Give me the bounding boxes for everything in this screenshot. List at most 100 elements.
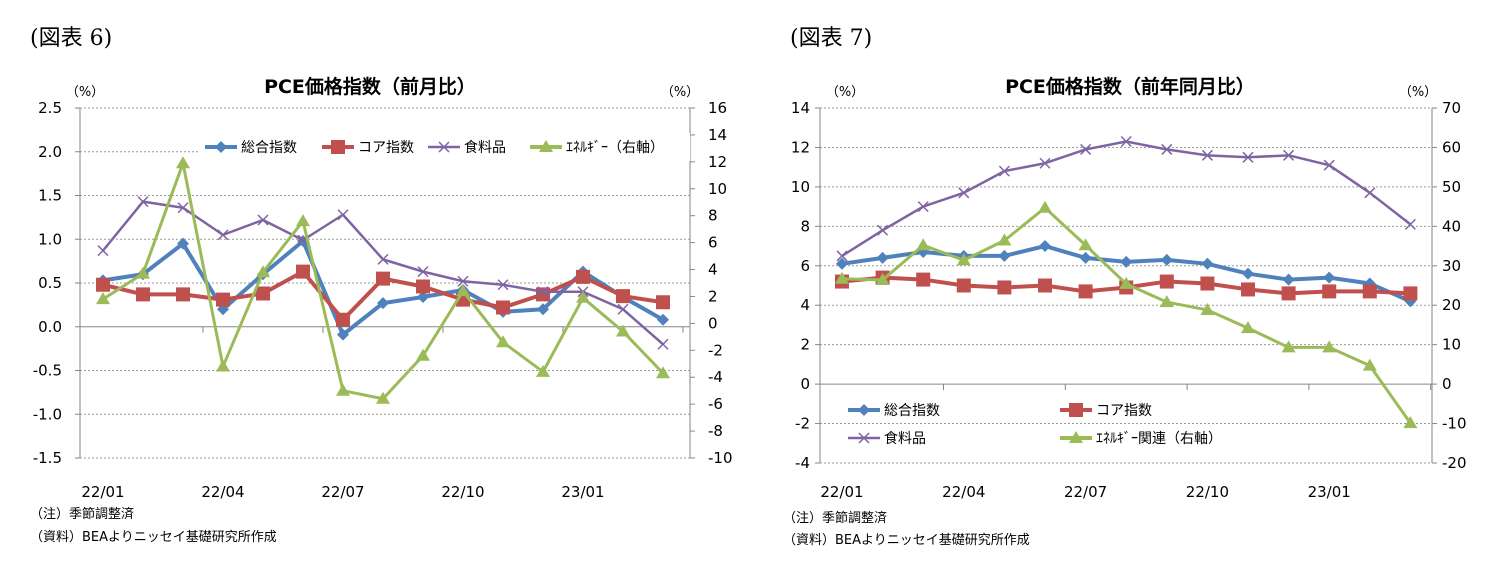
legend-label: 総合指数 <box>241 140 297 156</box>
legend-item-total: 総合指数 <box>848 403 940 419</box>
left-tick-label: -0.5 <box>33 362 62 380</box>
legend-label: 食料品 <box>464 139 506 156</box>
left-tick-label: 2.0 <box>38 143 62 161</box>
right-tick-label: -10 <box>1442 415 1467 433</box>
data-point <box>457 275 469 287</box>
right-tick-label: 0 <box>708 314 718 332</box>
legend-marker-icon <box>438 141 450 153</box>
legend-item-energy: ｴﾈﾙｷﾞｰ（右軸） <box>530 140 664 156</box>
data-point <box>136 287 150 302</box>
left-tick-label: 2.5 <box>38 99 62 117</box>
data-point <box>216 359 230 372</box>
series-energy <box>835 200 1418 429</box>
data-point <box>177 237 189 250</box>
source-note: （資料）BEAよりニッセイ基礎研究所作成 <box>30 530 277 545</box>
data-point <box>417 291 429 303</box>
data-point <box>1119 276 1134 289</box>
data-point <box>296 264 310 279</box>
data-point <box>376 271 390 286</box>
data-point <box>256 265 270 278</box>
right-tick-label: 4 <box>708 261 718 279</box>
data-point <box>1242 151 1254 163</box>
data-point <box>137 196 149 208</box>
x-tick-label: 23/01 <box>561 483 604 501</box>
right-axis-unit: （%） <box>1399 85 1437 100</box>
data-point <box>956 253 971 266</box>
data-point <box>337 209 349 221</box>
data-point <box>1281 286 1296 301</box>
data-point <box>1159 274 1174 289</box>
legend-label: 食料品 <box>884 430 926 447</box>
data-point <box>576 269 590 284</box>
right-tick-label: -4 <box>708 368 723 386</box>
chart-1: (図表 6) PCE価格指数（前月比） （%） （%） 2.5 2.0 1.5 1.0 0.5 0… <box>30 26 733 501</box>
legend-marker-icon <box>1069 431 1083 443</box>
chart-2: (図表 7)PCE価格指数（前年同月比）（%） （%）14121086420-2-… <box>790 26 1467 501</box>
left-tick-label: 1.0 <box>38 230 62 248</box>
series-food <box>836 135 1416 262</box>
data-point <box>1038 278 1052 293</box>
right-tick-label: 20 <box>1442 296 1461 314</box>
legend-label: コア指数 <box>358 140 414 156</box>
figure-label: (図表 6) <box>30 26 112 51</box>
data-point <box>1403 286 1418 301</box>
left-tick-label: 0.5 <box>38 274 62 292</box>
legend-label: ｴﾈﾙｷﾞｰ関連（右軸） <box>1096 431 1222 447</box>
series-energy <box>96 156 670 404</box>
data-point <box>96 292 110 305</box>
source-note: （資料）BEAよりニッセイ基礎研究所作成 <box>783 533 1030 548</box>
x-tick-label: 22/07 <box>321 483 364 501</box>
right-tick-label: 30 <box>1442 257 1461 275</box>
data-point <box>296 214 310 227</box>
x-tick-label: 22/04 <box>942 483 985 501</box>
data-point <box>836 250 848 262</box>
data-point <box>617 303 629 315</box>
series-core <box>96 264 670 327</box>
data-point <box>997 280 1012 295</box>
right-tick-label: 14 <box>708 126 727 144</box>
data-point <box>1282 273 1295 286</box>
data-point <box>376 391 390 404</box>
chart-title: PCE価格指数（前年同月比） <box>1005 75 1255 98</box>
data-point <box>336 383 350 396</box>
data-point <box>1241 321 1255 334</box>
data-point <box>1200 302 1215 315</box>
data-point <box>496 335 510 348</box>
data-point <box>1079 251 1092 264</box>
data-point <box>616 289 630 304</box>
data-point <box>256 286 270 301</box>
x-tick-label: 22/10 <box>441 483 484 501</box>
data-point <box>176 156 190 169</box>
data-point <box>835 271 849 284</box>
right-tick-label: -6 <box>708 395 723 413</box>
data-point <box>877 224 889 236</box>
data-point <box>1403 416 1418 429</box>
left-tick-label: 0.0 <box>38 318 62 336</box>
data-point <box>1159 295 1174 308</box>
data-point <box>1200 276 1215 291</box>
data-point <box>177 202 189 214</box>
data-point <box>616 324 630 337</box>
data-point <box>497 279 509 291</box>
data-point <box>1038 200 1052 213</box>
legend-item-total: 総合指数 <box>205 140 297 156</box>
figure-label: (図表 7) <box>790 26 872 51</box>
data-point <box>656 295 670 310</box>
right-tick-label: 70 <box>1442 99 1461 117</box>
data-point <box>1362 284 1377 299</box>
left-tick-label: 4 <box>800 296 810 314</box>
data-point <box>1362 358 1377 371</box>
right-tick-label: 8 <box>708 207 718 225</box>
legend-item-core: コア指数 <box>1060 403 1152 419</box>
data-point <box>956 278 971 293</box>
data-point <box>1364 187 1376 199</box>
data-point <box>1080 143 1092 155</box>
data-point <box>176 287 190 302</box>
data-point <box>875 272 890 285</box>
data-point <box>537 286 549 298</box>
legend-marker-icon <box>539 140 553 152</box>
data-point <box>417 266 429 278</box>
legend-label: 総合指数 <box>884 403 940 419</box>
data-point <box>657 313 669 326</box>
